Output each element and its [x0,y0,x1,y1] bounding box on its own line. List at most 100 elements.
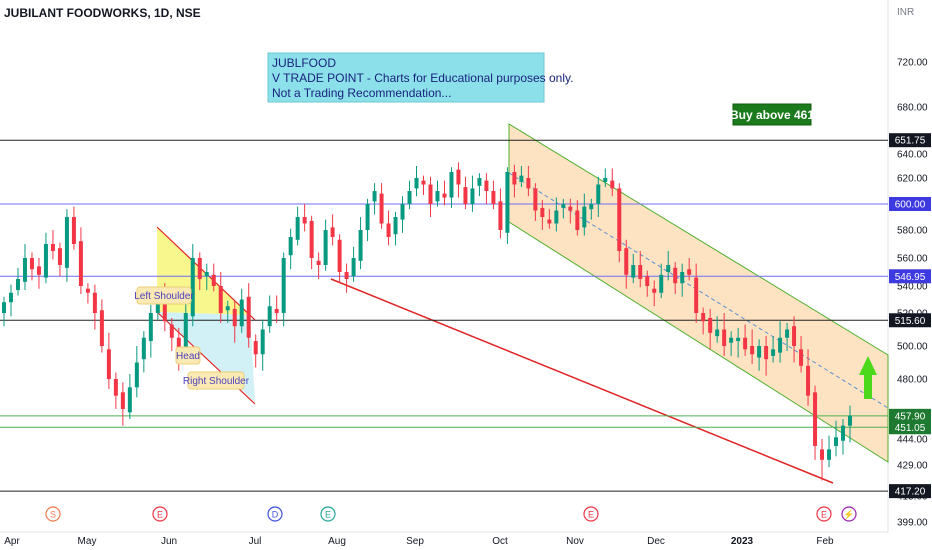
candle-body [484,180,489,191]
info-box-line3: Not a Trading Recommendation... [272,86,451,100]
candle-body [50,244,55,251]
candle-body [204,272,209,277]
candle-body [239,299,244,327]
candle-body [841,425,846,441]
candle-body [638,265,643,279]
candle-body [512,172,517,185]
event-marker-icon[interactable] [583,506,599,522]
event-marker-letter: E [588,510,594,520]
level-tag-label: 417.20 [895,487,926,498]
right-shoulder-text: Right Shoulder [183,376,250,387]
candle-body [29,258,34,270]
candle-body [15,279,20,291]
candle-body [148,313,153,342]
candle-body [603,178,608,182]
price-tick-label: 640.00 [897,150,928,161]
candle-body [820,449,825,460]
price-tick-label: 444.00 [897,435,928,446]
candle-body [827,449,832,460]
candle-body [169,324,174,338]
info-box [267,52,545,103]
event-marker-letter: E [157,510,163,520]
candle-body [400,204,405,220]
candle-body [764,346,769,360]
info-box-line1: JUBLFOOD [272,56,336,70]
candle-body [365,204,370,230]
head-text: Head [176,351,200,362]
candle-body [694,277,699,313]
event-marker-icon[interactable] [841,506,857,522]
price-tick-label: 720.00 [897,58,928,69]
candle-body [267,306,272,327]
candle-body [309,220,314,258]
price-tick-label: 620.00 [897,174,928,185]
candle-body [750,346,755,355]
price-axis: 399.00415.00429.00444.00459.00480.00500.… [889,58,931,529]
level-tag-label: 457.90 [895,411,926,422]
candle-body [442,193,447,198]
time-tick-label: Oct [492,536,508,547]
event-marker-icon[interactable] [152,506,168,522]
candle-body [470,188,475,204]
level-tag [889,484,931,499]
candle-body [589,204,594,210]
candle-body [99,310,104,346]
candle-body [92,292,97,313]
candle-body [582,206,587,228]
support-trendline [330,278,834,484]
head-label: Head [175,346,201,365]
candle-body [624,248,629,275]
candle-body [722,329,727,346]
candle-body [659,274,664,293]
time-tick-label: Dec [647,536,665,547]
event-markers[interactable]: S E D E E E ⚡ [45,506,857,522]
candle-body [477,178,482,186]
candle-body [547,219,552,224]
event-marker-icon[interactable] [45,506,61,522]
candle-body [435,191,440,202]
price-tick-label: 399.00 [897,518,928,529]
right-shoulder-label: Right Shoulder [183,371,250,390]
candle-body [2,302,6,313]
candle-body [673,267,678,284]
candle-body [225,306,230,311]
candle-body [610,180,615,189]
event-marker-icon[interactable] [267,506,283,522]
time-tick-label: Aug [328,536,346,547]
candle-body [386,223,391,237]
candle-body [813,392,818,446]
event-marker-icon[interactable] [816,506,832,522]
candle-body [526,178,531,189]
candle-body [491,191,496,204]
candle-body [771,349,776,356]
candle-body [505,172,510,233]
event-marker-letter: E [821,510,827,520]
chart-title: JUBILANT FOODWORKS, 1D, NSE [4,6,201,20]
candle-body [785,329,790,338]
candle-body [680,272,685,284]
candle-body [337,239,342,272]
candle-body [281,258,286,313]
candle-body [554,210,559,224]
candle-body [652,288,657,293]
event-marker-letter: ⚡ [843,509,854,521]
level-tag [889,408,931,423]
candle-body [421,180,426,185]
channel-midline [508,172,889,409]
candle-body [834,437,839,446]
candle-body [85,288,90,293]
candle-body [120,392,125,409]
candle-body [428,184,433,204]
candle-body [645,276,650,286]
level-tag-label: 546.95 [895,272,926,283]
candle-body [358,230,363,261]
candle-body [330,227,335,237]
candle-body [141,337,146,360]
time-tick-label: Jul [249,536,262,547]
candle-body [519,175,524,182]
event-marker-icon[interactable] [320,506,336,522]
candle-body [379,193,384,224]
candle-body [211,274,216,286]
candle-body [260,329,265,355]
